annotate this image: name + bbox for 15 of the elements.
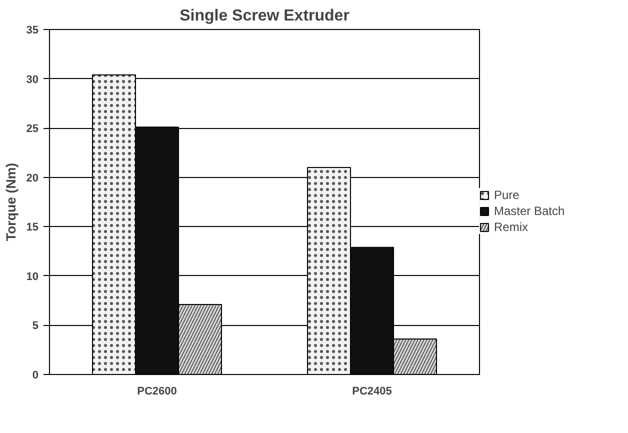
y-tick-label: 25 (26, 123, 39, 136)
y-tick-label: 20 (26, 172, 39, 184)
y-tick-label: 0 (32, 370, 39, 382)
legend-label: Master Batch (494, 204, 565, 218)
x-tick-label: PC2405 (352, 386, 392, 398)
y-tick-label: 35 (26, 24, 39, 36)
y-tick-label: 15 (26, 222, 39, 234)
y-tick-label: 5 (32, 320, 39, 332)
legend-label: Remix (494, 220, 528, 234)
legend-label: Pure (494, 188, 520, 202)
x-tick-label: PC2600 (137, 386, 177, 398)
y-tick-label: 10 (26, 270, 39, 283)
y-tick-label: 30 (26, 74, 39, 86)
y-axis-title: Torque (Nm) (3, 162, 18, 242)
chart-title: Single Screw Extruder (180, 8, 350, 24)
